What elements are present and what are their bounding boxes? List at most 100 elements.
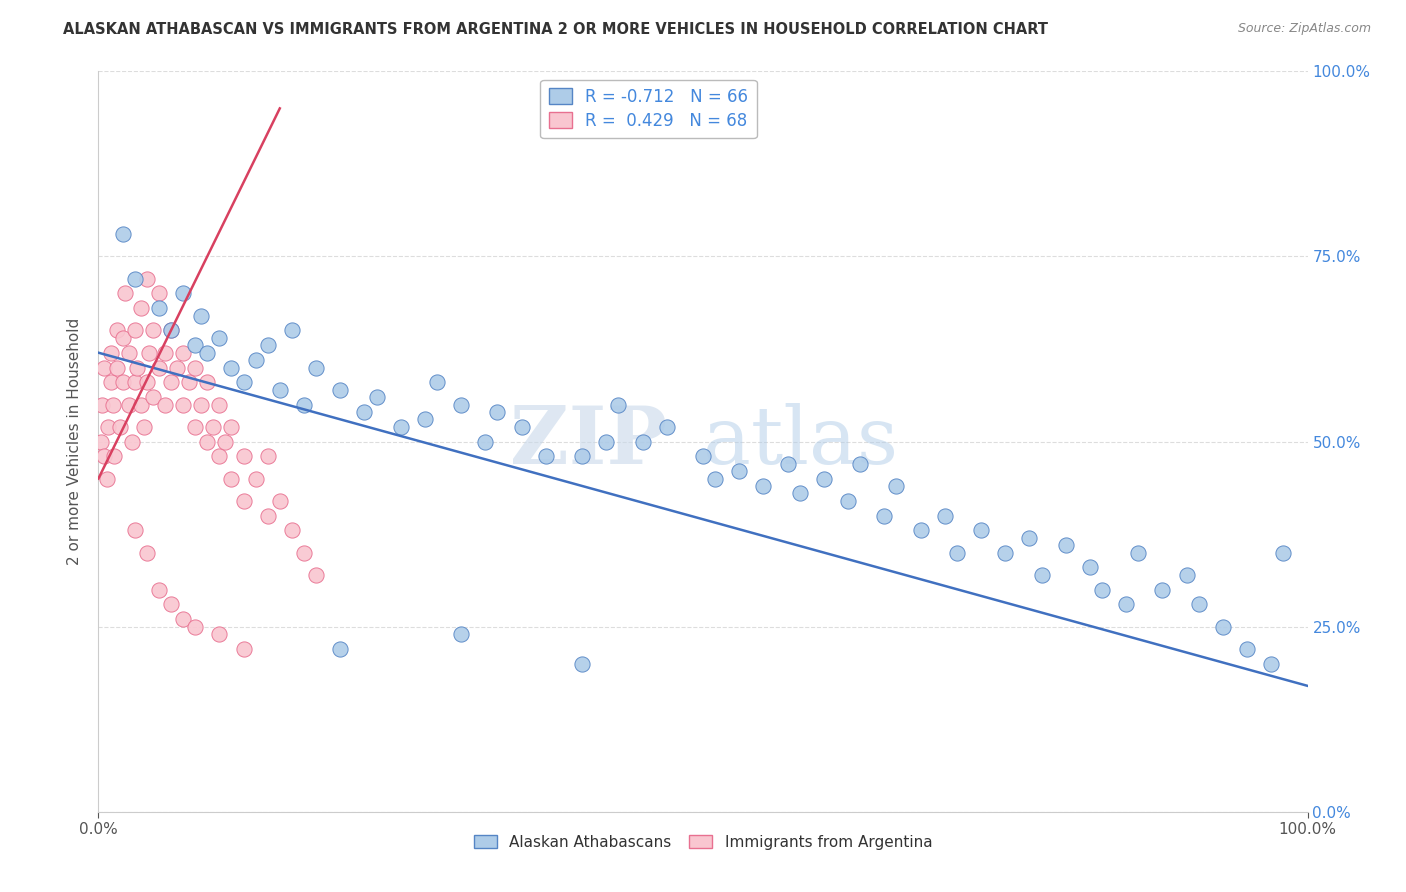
Point — [232, 493, 254, 508]
Point — [100, 376, 122, 390]
Point — [752, 479, 775, 493]
Text: ALASKAN ATHABASCAN VS IMMIGRANTS FROM ARGENTINA 2 OR MORE VEHICLES IN HOUSEHOLD : ALASKAN ATHABASCAN VS IMMIGRANTS FROM AR… — [63, 22, 1049, 37]
Point — [105, 360, 128, 375]
Point — [97, 419, 120, 434]
Point — [692, 450, 714, 464]
Point — [910, 524, 932, 538]
Point — [114, 286, 136, 301]
Point — [91, 398, 114, 412]
Text: ZIP: ZIP — [510, 402, 666, 481]
Point — [1272, 546, 1295, 560]
Point — [142, 390, 165, 404]
Point — [100, 345, 122, 359]
Point — [426, 376, 449, 390]
Point — [486, 405, 509, 419]
Point — [837, 493, 859, 508]
Point — [281, 524, 304, 538]
Point — [1128, 546, 1150, 560]
Point — [208, 398, 231, 412]
Point — [269, 493, 291, 508]
Point — [232, 376, 254, 390]
Point — [148, 286, 170, 301]
Point — [873, 508, 896, 523]
Point — [776, 457, 799, 471]
Point — [305, 567, 328, 582]
Point — [135, 271, 157, 285]
Text: Source: ZipAtlas.com: Source: ZipAtlas.com — [1237, 22, 1371, 36]
Point — [1175, 567, 1198, 582]
Point — [93, 450, 115, 464]
Point — [655, 419, 678, 434]
Point — [160, 598, 183, 612]
Point — [269, 383, 291, 397]
Point — [571, 657, 593, 671]
Point — [366, 390, 388, 404]
Point — [595, 434, 617, 449]
Point — [214, 434, 236, 449]
Text: atlas: atlas — [703, 402, 898, 481]
Point — [450, 398, 472, 412]
Point — [329, 383, 352, 397]
Point — [160, 324, 183, 338]
Point — [135, 376, 157, 390]
Point — [886, 479, 908, 493]
Point — [93, 360, 115, 375]
Point — [148, 301, 170, 316]
Point — [510, 419, 533, 434]
Point — [101, 398, 124, 412]
Y-axis label: 2 or more Vehicles in Household: 2 or more Vehicles in Household — [67, 318, 83, 566]
Point — [389, 419, 412, 434]
Point — [90, 434, 112, 449]
Point — [329, 641, 352, 656]
Point — [256, 338, 278, 352]
Point — [292, 546, 315, 560]
Point — [728, 464, 751, 478]
Legend: Alaskan Athabascans, Immigrants from Argentina: Alaskan Athabascans, Immigrants from Arg… — [468, 829, 938, 856]
Point — [704, 472, 727, 486]
Point — [970, 524, 993, 538]
Point — [195, 345, 218, 359]
Point — [124, 271, 146, 285]
Point — [184, 619, 207, 633]
Point — [292, 398, 315, 412]
Point — [124, 376, 146, 390]
Point — [1212, 619, 1234, 633]
Point — [631, 434, 654, 449]
Point — [305, 360, 328, 375]
Point — [96, 472, 118, 486]
Point — [813, 472, 835, 486]
Point — [166, 360, 188, 375]
Point — [849, 457, 872, 471]
Point — [245, 353, 267, 368]
Point — [172, 398, 194, 412]
Point — [138, 345, 160, 359]
Point — [1018, 531, 1040, 545]
Point — [129, 398, 152, 412]
Point — [124, 524, 146, 538]
Point — [135, 546, 157, 560]
Point — [118, 345, 141, 359]
Point — [1031, 567, 1053, 582]
Point — [232, 450, 254, 464]
Point — [127, 360, 149, 375]
Point — [607, 398, 630, 412]
Point — [160, 376, 183, 390]
Point — [221, 472, 243, 486]
Point — [245, 472, 267, 486]
Point — [256, 450, 278, 464]
Point — [1236, 641, 1258, 656]
Point — [934, 508, 956, 523]
Point — [1115, 598, 1137, 612]
Point — [172, 345, 194, 359]
Point — [1152, 582, 1174, 597]
Point — [1188, 598, 1211, 612]
Point — [474, 434, 496, 449]
Point — [124, 324, 146, 338]
Point — [190, 309, 212, 323]
Point — [184, 419, 207, 434]
Point — [195, 376, 218, 390]
Point — [129, 301, 152, 316]
Point — [190, 398, 212, 412]
Point — [413, 412, 436, 426]
Point — [994, 546, 1017, 560]
